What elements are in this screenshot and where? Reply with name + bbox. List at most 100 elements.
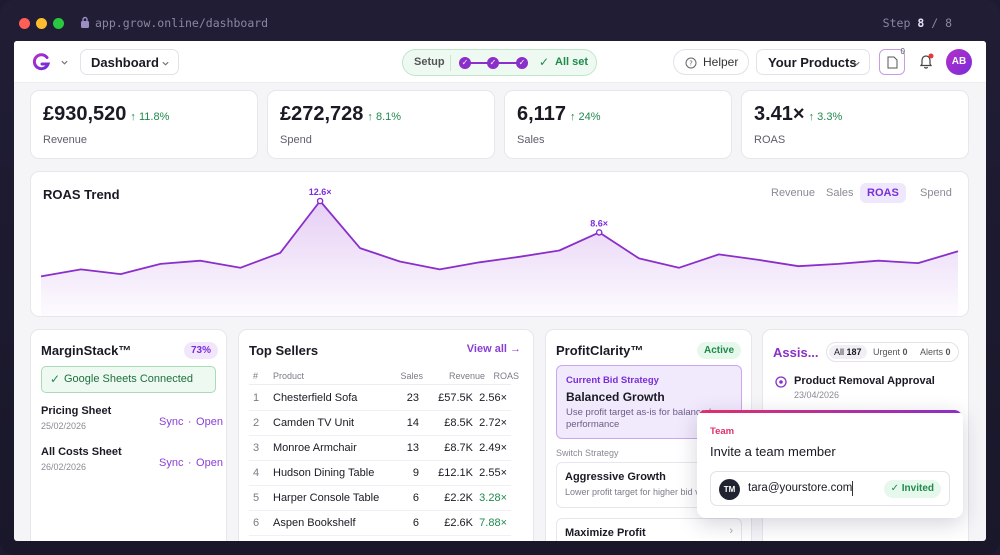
kpi-card-sales: 6,117 ↑ 24% Sales [504, 90, 732, 159]
setup-progress[interactable]: Setup ✓ ✓ ✓ ✓ All set [402, 49, 597, 76]
peak-marker [595, 229, 603, 236]
card-title: Assis... [773, 345, 819, 360]
peak-label: 12.6× [309, 187, 332, 197]
app-content: Dashboard Setup ✓ ✓ ✓ ✓ All set ? Helper… [14, 41, 986, 541]
popup-accent-bar [697, 410, 963, 413]
sync-link[interactable]: Sync [159, 416, 184, 428]
browser-titlebar: app.grow.online/dashboard Step 8 / 8 [0, 0, 1000, 44]
card-title: ProfitClarity™ [556, 343, 644, 358]
table-row[interactable]: 1 Chesterfield Sofa 23 £57.5K 2.56× [249, 386, 511, 411]
popup-title: Invite a team member [710, 444, 836, 459]
email-value: tara@yourstore.com [748, 482, 853, 494]
sync-link[interactable]: Sync [159, 457, 184, 469]
close-window-button[interactable] [19, 18, 30, 29]
chart-annotations: 12.6× 8.6× [309, 187, 608, 236]
bell-icon[interactable] [918, 53, 934, 69]
table-row[interactable]: 6 Aspen Bookshelf 6 £2.6K 7.88× [249, 511, 511, 536]
popup-tag: Team [710, 426, 735, 437]
checkmark-icon: ✓ [539, 55, 550, 69]
view-all-link[interactable]: View all → [466, 343, 521, 355]
sheet-name: Pricing Sheet [41, 405, 112, 417]
step-counter: Step 8 / 8 [882, 16, 952, 30]
open-link[interactable]: Open [196, 416, 223, 428]
card-title: Top Sellers [249, 343, 319, 358]
maximize-window-button[interactable] [53, 18, 64, 29]
top-navigation: Dashboard Setup ✓ ✓ ✓ ✓ All set ? Helper… [14, 41, 986, 83]
invited-badge: ✓ Invited [883, 480, 941, 498]
task-title[interactable]: Product Removal Approval [794, 375, 935, 387]
table-row[interactable]: 4 Hudson Dining Table 9 £12.1K 2.55× [249, 461, 511, 486]
sheet-actions: Sync · Open [159, 457, 223, 469]
minimize-window-button[interactable] [36, 18, 47, 29]
helper-button[interactable]: ? Helper [673, 49, 749, 75]
table-row[interactable]: 5 Harper Console Table 6 £2.2K 3.28× [249, 486, 511, 511]
roas-trend-card: ROAS Trend Revenue Sales ROAS Spend 12.6… [30, 171, 969, 317]
step-check-icon: ✓ [516, 57, 528, 69]
chevron-down-icon[interactable] [60, 58, 69, 67]
documents-button[interactable]: 0 [879, 47, 905, 75]
invite-email-field[interactable]: TM tara@yourstore.com ✓ Invited [710, 471, 950, 506]
svg-text:?: ? [689, 60, 693, 68]
filter-all[interactable]: All 187 [829, 345, 867, 359]
kpi-value: 3.41× ↑ 3.3% [754, 103, 843, 125]
checkmark-icon: ✓ [50, 372, 61, 386]
invite-team-popup: Team Invite a team member TM tara@yourst… [697, 410, 963, 518]
column-header: Sales [400, 371, 423, 381]
chevron-down-icon [162, 61, 169, 66]
kpi-card-spend: £272,728 ↑ 8.1% Spend [267, 90, 495, 159]
kpi-label: ROAS [754, 134, 786, 146]
kpi-value: £272,728 ↑ 8.1% [280, 103, 402, 125]
document-icon [887, 56, 898, 69]
filter-alerts[interactable]: Alerts 0 [920, 347, 951, 357]
dashboard-selector[interactable]: Dashboard [80, 49, 179, 75]
chevron-down-icon [853, 61, 860, 66]
percent-badge: 73% [184, 342, 219, 359]
chart-area [41, 201, 958, 316]
sheet-date: 25/02/2026 [41, 421, 87, 431]
status-badge: Active [696, 342, 741, 359]
help-circle-icon: ? [685, 57, 697, 69]
tab-revenue[interactable]: Revenue [771, 187, 816, 199]
metric-tabs: Revenue Sales ROAS Spend [771, 183, 957, 205]
table-row[interactable]: 3 Monroe Armchair 13 £8.7K 2.49× [249, 436, 511, 461]
kpi-value: 6,117 ↑ 24% [517, 103, 601, 125]
top-sellers-card: Top Sellers View all → # Product Sales R… [238, 329, 534, 541]
kpi-card-roas: 3.41× ↑ 3.3% ROAS [741, 90, 969, 159]
tab-spend[interactable]: Spend [920, 187, 952, 199]
tab-sales[interactable]: Sales [826, 187, 854, 199]
chart-line [40, 200, 959, 278]
table-row[interactable]: 2 Camden TV Unit 14 £8.5K 2.72× [249, 411, 511, 436]
section-label: Switch Strategy [556, 448, 619, 458]
tab-roas[interactable]: ROAS [860, 183, 906, 203]
kpi-label: Spend [280, 134, 312, 146]
strategy-option-maximize[interactable]: Maximize Profit › [556, 518, 742, 541]
column-header: # [253, 371, 259, 381]
column-header: Revenue [448, 371, 485, 381]
card-title: MarginStack™ [41, 343, 132, 358]
avatar[interactable]: AB [946, 49, 972, 75]
member-avatar: TM [719, 479, 740, 500]
chevron-right-icon: › [729, 525, 733, 537]
target-icon [775, 376, 787, 388]
sheet-date: 26/02/2026 [41, 462, 87, 472]
divider [450, 55, 451, 71]
chart-title: ROAS Trend [43, 187, 120, 202]
text-cursor [852, 481, 853, 496]
checkmark-icon: ✓ [890, 483, 899, 494]
step-check-icon: ✓ [487, 57, 499, 69]
kpi-value: £930,520 ↑ 11.8% [43, 103, 170, 125]
lock-icon [81, 16, 89, 28]
peak-label: 8.6× [590, 218, 608, 228]
address-bar[interactable]: app.grow.online/dashboard [95, 16, 269, 30]
open-link[interactable]: Open [196, 457, 223, 469]
sheet-name: All Costs Sheet [41, 446, 122, 458]
logo-icon[interactable] [31, 52, 51, 72]
marginstack-card: MarginStack™ 73% ✓ Google Sheets Connect… [30, 329, 227, 541]
step-check-icon: ✓ [459, 57, 471, 69]
kpi-label: Sales [517, 134, 545, 146]
filter-urgent[interactable]: Urgent 0 [873, 347, 908, 357]
sheets-connected-banner: ✓ Google Sheets Connected [41, 366, 216, 393]
products-selector[interactable]: Your Products [756, 49, 870, 75]
kpi-card-revenue: £930,520 ↑ 11.8% Revenue [30, 90, 258, 159]
